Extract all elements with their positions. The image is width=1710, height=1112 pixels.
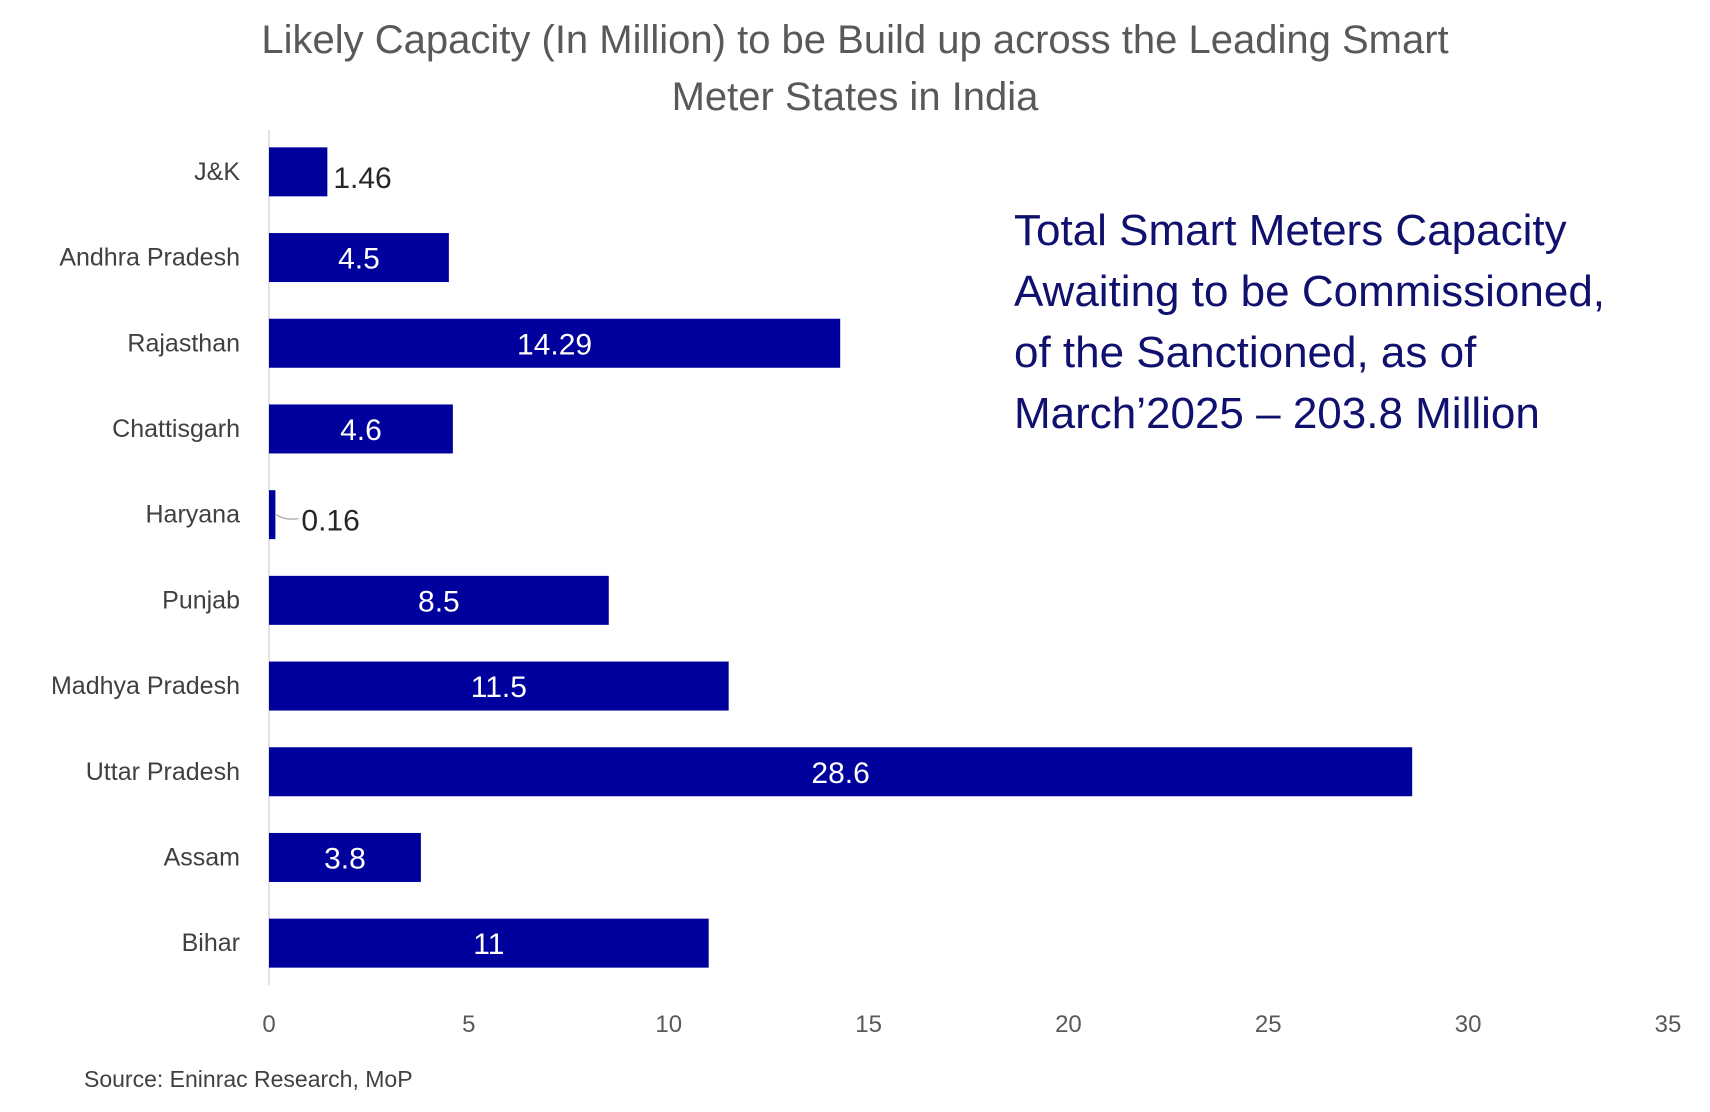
data-label: 11	[473, 928, 504, 961]
source-note: Source: Eninrac Research, MoP	[84, 1066, 413, 1092]
category-label: Assam	[164, 843, 240, 871]
x-tick-label: 5	[462, 1011, 475, 1038]
data-label: 11.5	[471, 671, 527, 704]
x-tick-label: 25	[1255, 1011, 1282, 1038]
bar	[269, 490, 276, 540]
category-label: Madhya Pradesh	[51, 672, 240, 700]
bar	[269, 233, 449, 283]
data-label: 28.6	[811, 757, 869, 790]
x-tick-label: 35	[1655, 1011, 1682, 1038]
category-label: Punjab	[162, 586, 240, 614]
category-label: Chattisgarh	[112, 415, 240, 443]
total-capacity-annotation: Total Smart Meters Capacity Awaiting to …	[1014, 200, 1605, 444]
data-label: 3.8	[324, 842, 366, 875]
data-label: 1.46	[333, 162, 391, 195]
leader-line	[276, 514, 299, 520]
data-label: 4.6	[340, 414, 382, 447]
annotation-line: of the Sanctioned, as of	[1014, 328, 1477, 377]
data-label: 8.5	[418, 585, 460, 618]
bar	[269, 832, 421, 882]
bar	[269, 404, 453, 454]
annotation-line: Awaiting to be Commissioned,	[1014, 267, 1606, 316]
bar	[269, 318, 841, 368]
annotation-line: Total Smart Meters Capacity	[1014, 206, 1567, 255]
x-tick-label: 0	[262, 1011, 275, 1038]
x-tick-label: 30	[1455, 1011, 1482, 1038]
bar	[269, 918, 709, 968]
x-tick-label: 10	[655, 1011, 682, 1038]
chart-title: Likely Capacity (In Million) to be Build…	[0, 12, 1710, 126]
category-label: Uttar Pradesh	[86, 758, 240, 786]
data-label: 0.16	[301, 505, 359, 538]
chart-title-line: Likely Capacity (In Million) to be Build…	[261, 18, 1449, 62]
x-tick-label: 20	[1055, 1011, 1082, 1038]
category-label: Rajasthan	[127, 329, 240, 357]
data-label: 4.5	[338, 243, 380, 276]
category-label: Haryana	[146, 501, 241, 529]
bar	[269, 661, 729, 711]
category-label: Andhra Pradesh	[59, 244, 240, 272]
chart-title-line: Meter States in India	[671, 75, 1039, 119]
bar	[269, 147, 328, 197]
bar	[269, 747, 1413, 797]
data-label: 14.29	[517, 328, 592, 361]
category-label: J&K	[194, 158, 240, 186]
x-tick-label: 15	[855, 1011, 882, 1038]
bar	[269, 575, 609, 625]
annotation-line: March’2025 – 203.8 Million	[1014, 389, 1540, 438]
category-label: Bihar	[182, 929, 240, 957]
